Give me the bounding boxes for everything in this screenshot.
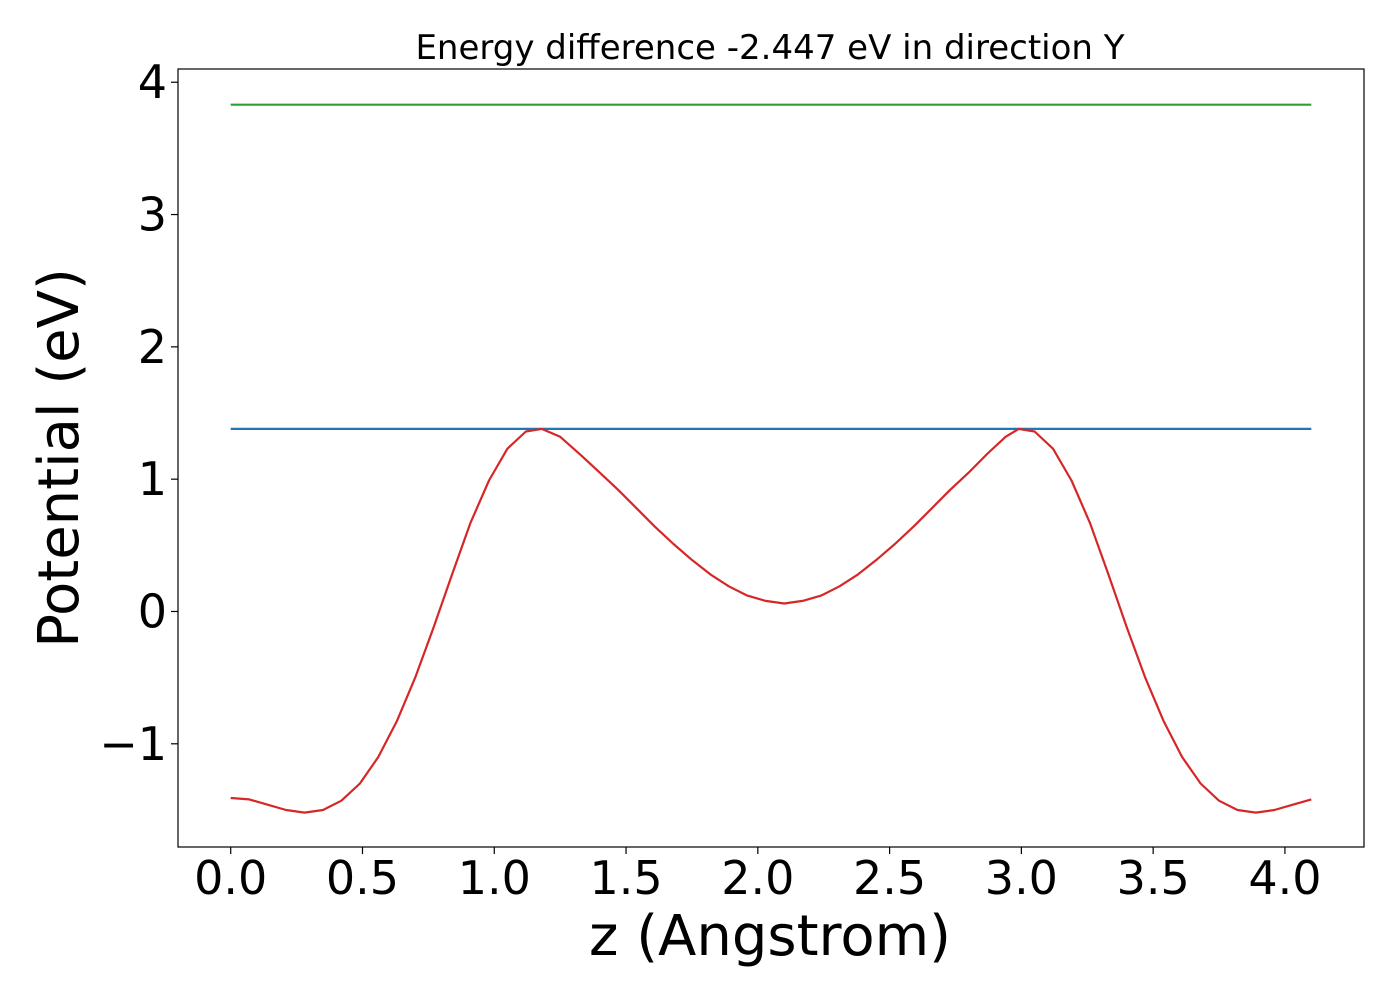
chart-title: Energy difference -2.447 eV in direction… (415, 28, 1124, 68)
y-tick-label: −1 (99, 717, 167, 771)
y-tick-label: 4 (138, 55, 167, 109)
x-tick-label: 3.0 (985, 851, 1058, 905)
x-tick-label: 0.5 (326, 851, 399, 905)
x-tick-label: 2.0 (721, 851, 794, 905)
x-tick-label: 4.0 (1248, 851, 1321, 905)
y-tick-label: 0 (138, 584, 167, 638)
plot-frame (177, 68, 1365, 848)
x-tick-label: 3.5 (1117, 851, 1190, 905)
x-tick-label: 1.5 (589, 851, 662, 905)
x-tick-label: 2.5 (853, 851, 926, 905)
y-tick-label: 2 (138, 320, 167, 374)
x-tick-label: 0.0 (194, 851, 267, 905)
x-tick-label: 1.0 (458, 851, 531, 905)
series-layer (230, 103, 1312, 814)
y-axis-label: Potential (eV) (27, 268, 92, 648)
series-line-2 (230, 427, 1312, 814)
x-axis-label: z (Angstrom) (589, 904, 951, 969)
y-tick-label: 1 (138, 452, 167, 506)
axes-layer: 0.0 0.5 1.0 1.5 2.0 2.5 3.0 3.5 4.0 −1 0 1 2 3 4 (99, 55, 1365, 905)
y-tick-label: 3 (138, 188, 167, 242)
